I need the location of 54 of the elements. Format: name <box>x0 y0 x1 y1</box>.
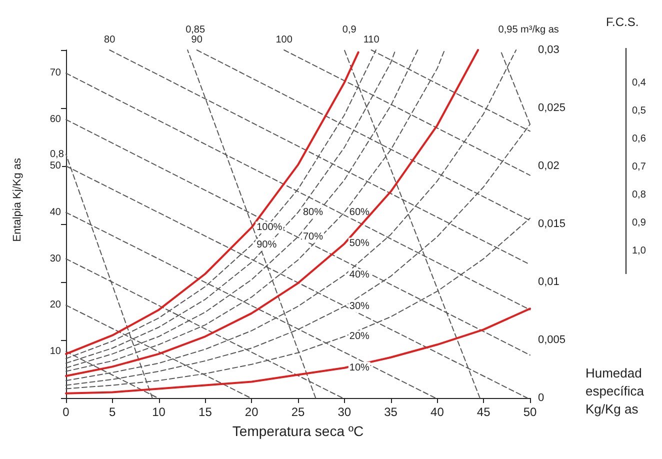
series-label: 70 <box>50 68 62 79</box>
series-label: 80 <box>104 34 116 46</box>
y-tick-label: 0,03 <box>538 44 560 56</box>
x-tick-label: 50 <box>523 405 537 419</box>
series-label: 60% <box>349 206 370 218</box>
y-tick-label: 0,01 <box>538 276 560 288</box>
text: 1,0 <box>632 246 646 256</box>
text: Entalpia Kj/Kg as <box>12 158 24 242</box>
series-label: 20% <box>349 331 370 342</box>
text: 0,5 <box>632 106 646 116</box>
x-tick-label: 30 <box>338 405 352 419</box>
series-label: 30% <box>349 300 370 312</box>
series-label: 0,9 <box>342 24 357 36</box>
series-label: 90% <box>256 239 277 250</box>
x-axis-title: Temperatura seca ºC <box>232 423 364 439</box>
series-label: 50 <box>50 160 62 172</box>
x-tick-label: 10 <box>152 405 166 419</box>
x-tick-label: 20 <box>244 405 259 419</box>
text: 0,4 <box>632 78 646 88</box>
series-label: 20 <box>50 300 62 311</box>
series-label: 50% <box>349 238 370 250</box>
x-tick-label: 35 <box>384 405 398 419</box>
x-tick-label: 40 <box>430 405 444 419</box>
text: 0,7 <box>632 162 646 172</box>
series-label: 40 <box>50 206 62 218</box>
series-label: 30 <box>50 253 62 264</box>
text: F.C.S. <box>606 15 639 29</box>
y-tick-label: 0,02 <box>538 160 560 172</box>
y-tick-label: 0 <box>538 392 544 404</box>
series-label: 100 <box>276 34 293 46</box>
y-tick-label: 0,015 <box>538 218 566 230</box>
series-label: 10 <box>50 346 62 358</box>
series-label: 90 <box>191 34 203 46</box>
x-tick-label: 0 <box>62 405 70 419</box>
series-label: 100% <box>256 222 282 233</box>
text: 0,8 <box>632 190 646 200</box>
series-label: 10% <box>349 362 370 374</box>
y-tick-label: 0,025 <box>538 102 566 114</box>
series-label: 0,95 m³/kg as <box>498 24 559 36</box>
series-label: 70% <box>303 231 324 242</box>
series-label: 0,85 <box>186 24 206 36</box>
series-label: 80% <box>303 206 324 218</box>
y-tick-label: 0,005 <box>538 334 566 346</box>
series-label: 60 <box>50 114 62 126</box>
x-tick-label: 45 <box>476 405 491 419</box>
text: 0,9 <box>632 218 646 228</box>
series-label: 110 <box>363 34 380 46</box>
series-label: 40% <box>349 270 370 281</box>
y-axis-title: Humedad específica Kg/Kg as <box>585 366 645 416</box>
text: 0,6 <box>632 134 646 144</box>
x-tick-label: 15 <box>198 405 212 419</box>
series-label: 0,8 <box>50 148 64 160</box>
x-tick-label: 25 <box>291 405 305 419</box>
x-tick-label: 5 <box>109 405 116 419</box>
